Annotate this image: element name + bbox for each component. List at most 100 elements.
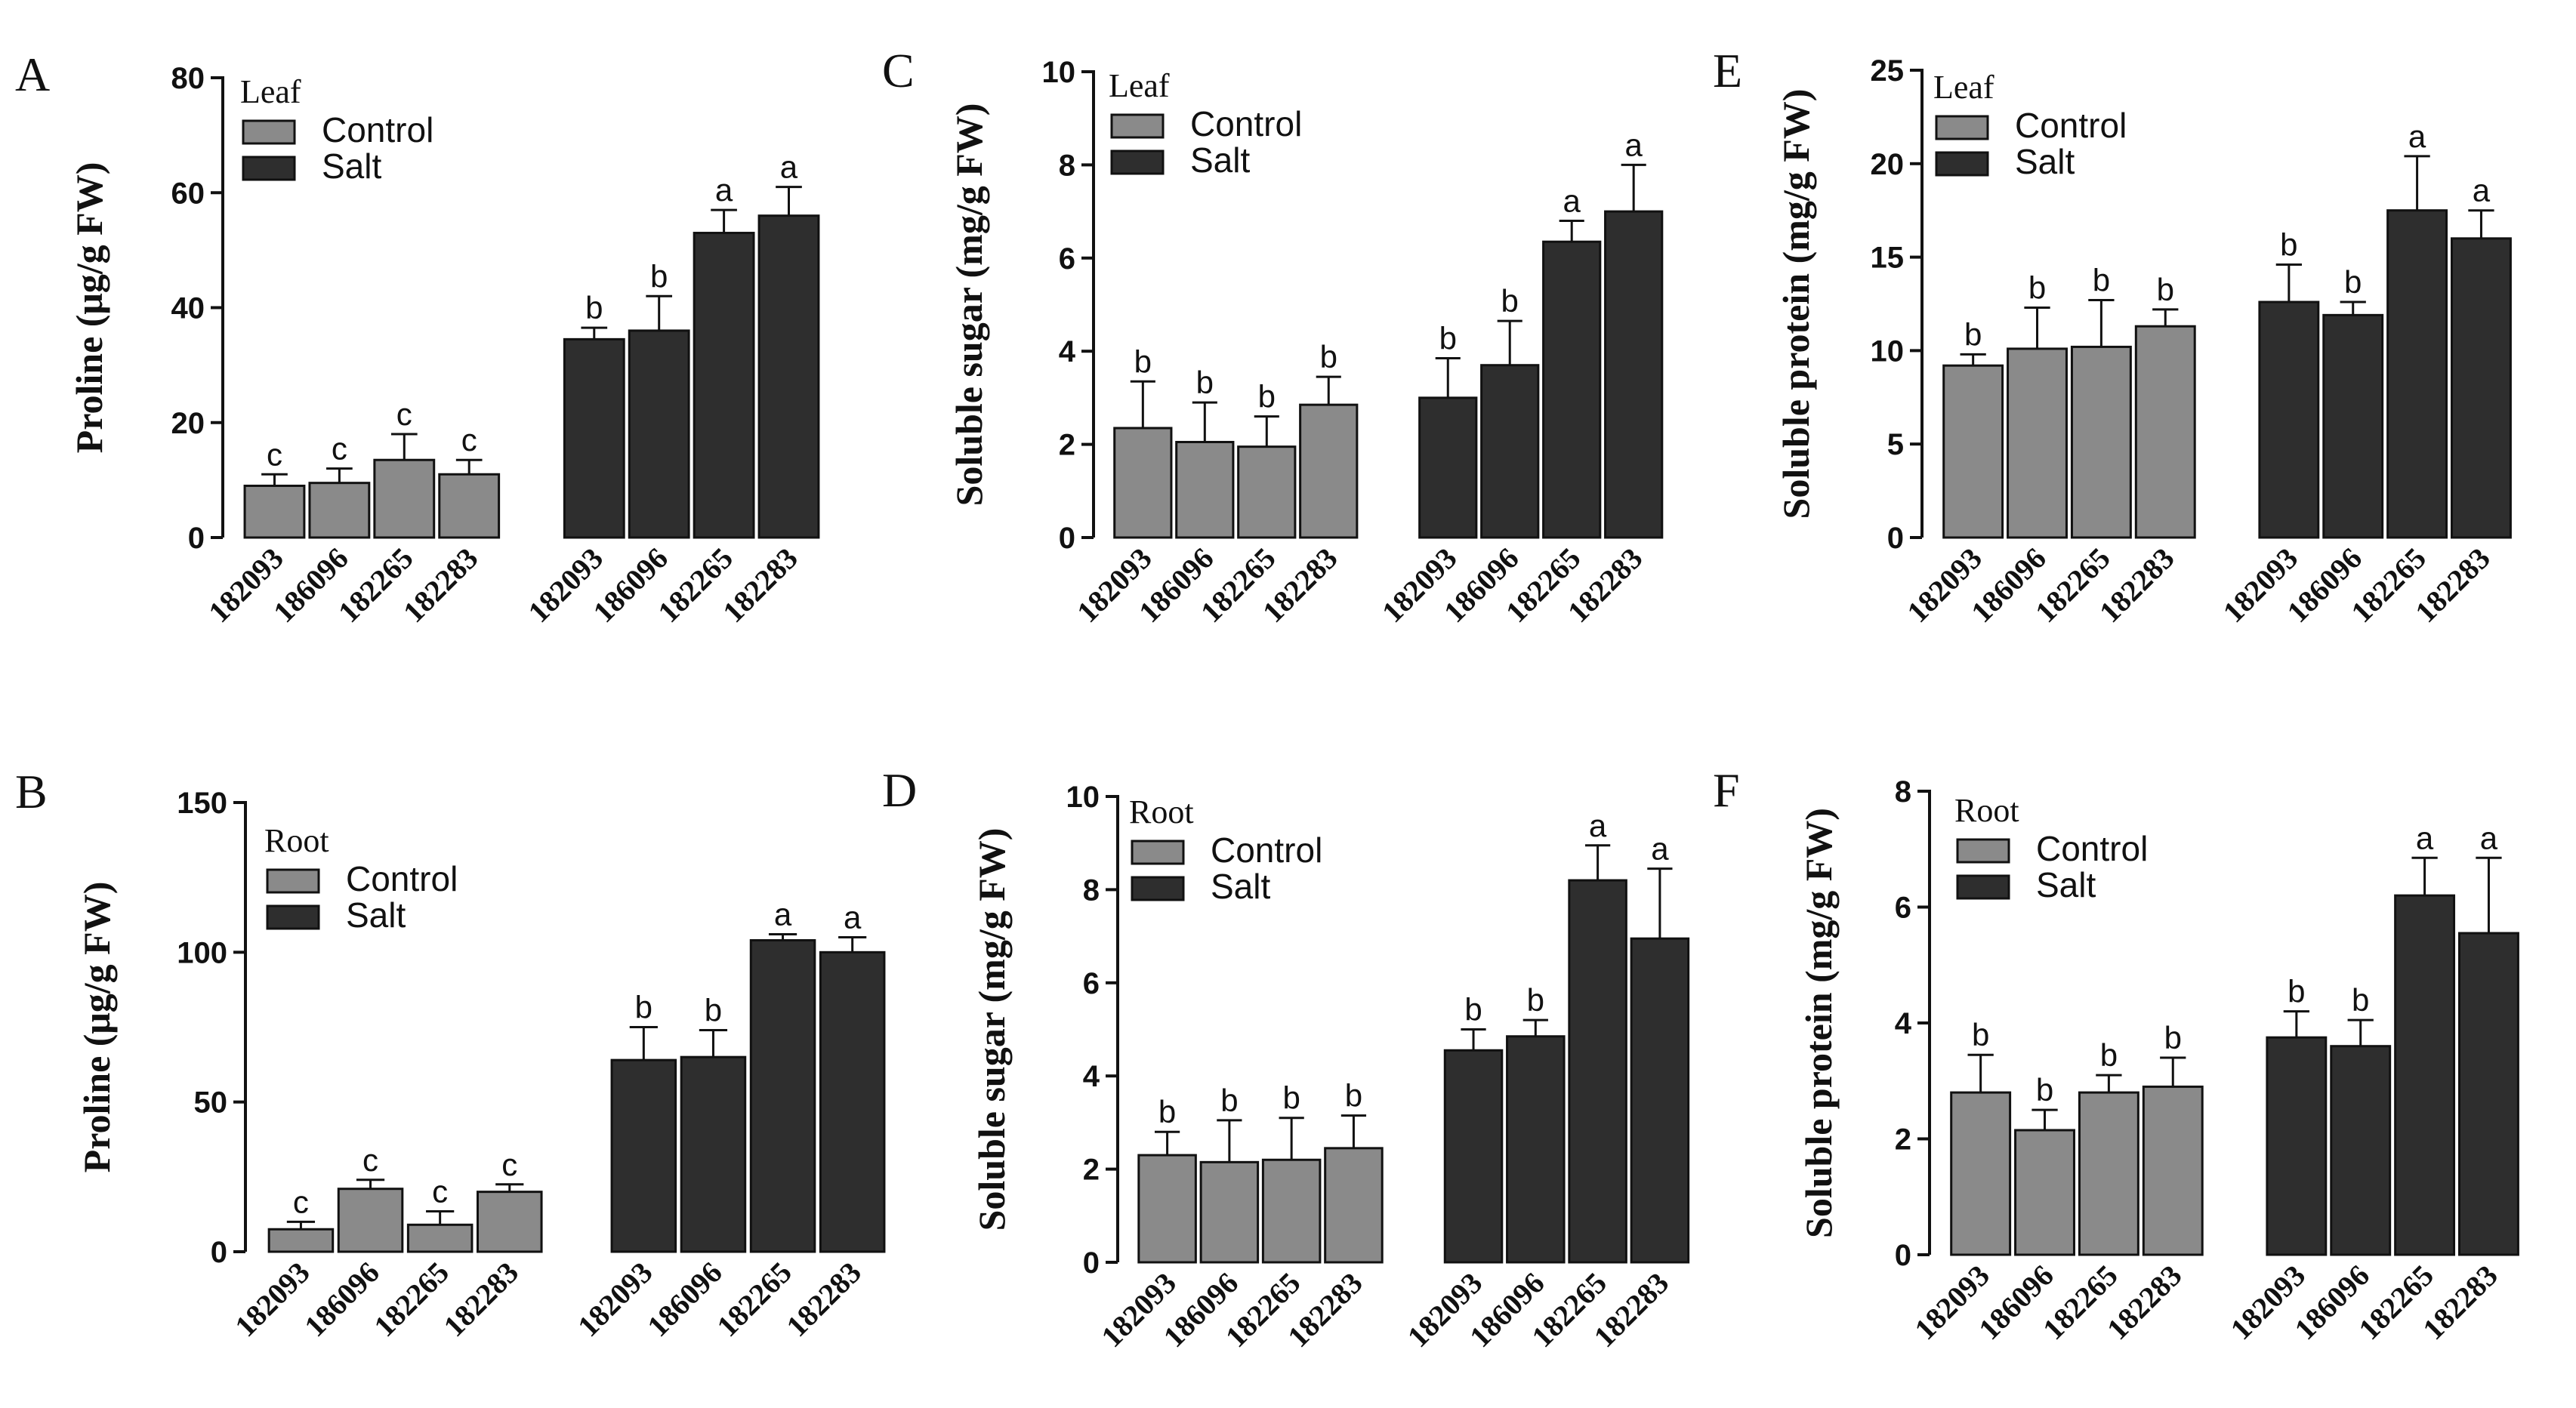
y-tick-label: 60 [171, 177, 205, 210]
bar-control-182283 [2134, 325, 2196, 539]
bar-salt-182265 [2386, 209, 2448, 539]
bar-control-182093 [243, 484, 306, 539]
bar-control-182093 [1942, 364, 2004, 539]
bar-control-182093 [1950, 1091, 2012, 1256]
y-tick-label: 50 [194, 1086, 228, 1120]
bar-control-182283 [1324, 1147, 1384, 1264]
legend-swatch [1131, 876, 1185, 901]
legend-swatch [1935, 115, 1989, 140]
bar-salt-186096 [1506, 1035, 1566, 1264]
x-category-label: 182283 [779, 1255, 868, 1344]
bar-control-182265 [1237, 445, 1297, 539]
bar-salt-182265 [2394, 894, 2456, 1256]
significance-letter: a [844, 900, 862, 935]
y-tick-label: 0 [211, 1236, 227, 1269]
significance-letter: b [1464, 992, 1482, 1028]
bar-salt-182265 [1568, 879, 1627, 1264]
significance-letter: b [1439, 320, 1457, 356]
significance-letter: b [2288, 974, 2305, 1009]
legend-swatch [242, 156, 296, 181]
x-category-label: 182283 [2093, 541, 2181, 630]
bar-salt-182283 [2451, 237, 2512, 539]
significance-letter: b [1501, 283, 1519, 319]
significance-letter: b [1220, 1083, 1238, 1118]
y-tick-label: 2 [1895, 1123, 1911, 1157]
y-tick-label: 20 [1871, 148, 1905, 181]
significance-letter: b [1282, 1080, 1300, 1116]
significance-letter: a [2480, 820, 2498, 855]
panel-letter: A [15, 48, 50, 101]
bar-salt-182093 [1443, 1049, 1504, 1264]
legend-title: Root [1954, 792, 2019, 829]
bar-salt-186096 [2330, 1045, 2392, 1256]
significance-letter: b [2157, 272, 2174, 307]
legend-swatch [266, 868, 320, 894]
y-tick-label: 4 [1083, 1060, 1100, 1093]
y-tick-label: 100 [177, 936, 227, 969]
significance-letter: b [585, 290, 603, 325]
significance-letter: c [461, 422, 477, 458]
significance-letter: a [2473, 173, 2491, 208]
bar-salt-186096 [1480, 364, 1540, 539]
y-tick-label: 0 [1059, 522, 1075, 555]
bar-control-182265 [373, 458, 436, 539]
bar-salt-186096 [2322, 313, 2384, 539]
significance-letter: b [2028, 270, 2046, 305]
y-tick-label: 25 [1871, 54, 1905, 88]
significance-letter: a [2408, 119, 2426, 154]
legend-entry: Salt [346, 895, 406, 935]
legend-title: Leaf [1933, 69, 1994, 106]
panel-letter: F [1713, 763, 1740, 817]
legend-entry: Salt [322, 146, 381, 186]
bar-control-186096 [337, 1188, 404, 1253]
significance-letter: a [774, 897, 792, 932]
bar-control-182283 [476, 1191, 543, 1253]
significance-letter: b [705, 992, 722, 1028]
x-category-label: 182265 [367, 1255, 455, 1344]
bar-salt-182265 [693, 232, 755, 539]
y-tick-label: 5 [1887, 428, 1904, 461]
y-tick-label: 0 [1083, 1246, 1100, 1280]
bar-salt-182283 [1604, 210, 1664, 539]
y-tick-label: 6 [1083, 967, 1100, 1000]
significance-letter: b [1972, 1017, 1989, 1052]
x-category-label: 182283 [2416, 1259, 2504, 1347]
significance-letter: b [1527, 982, 1544, 1018]
y-tick-label: 2 [1083, 1154, 1100, 1187]
legend-title: Leaf [1109, 67, 1170, 104]
significance-letter: c [267, 436, 282, 472]
significance-letter: a [1651, 831, 1669, 867]
legend-swatch [1131, 840, 1185, 865]
bar-control-182265 [406, 1223, 474, 1253]
bar-salt-186096 [628, 329, 690, 539]
bar-salt-182283 [1630, 937, 1690, 1264]
legend-entry: Salt [2015, 142, 2075, 181]
y-tick-label: 150 [177, 787, 227, 820]
bar-salt-182093 [2258, 300, 2320, 539]
significance-letter: b [1320, 339, 1337, 374]
legend-swatch [266, 904, 320, 930]
significance-letter: b [2344, 264, 2362, 300]
y-tick-label: 10 [1042, 56, 1076, 89]
y-tick-label: 8 [1895, 775, 1911, 809]
y-tick-label: 0 [188, 522, 205, 555]
bar-control-182093 [1137, 1154, 1197, 1264]
bar-salt-186096 [680, 1055, 747, 1253]
legend-entry: Control [322, 110, 433, 149]
panel-letter: E [1713, 44, 1742, 97]
legend-entry: Control [1211, 830, 1322, 870]
bar-salt-182283 [757, 214, 820, 539]
x-category-label: 182283 [2408, 541, 2497, 630]
bar-salt-182093 [563, 337, 625, 539]
significance-letter: a [715, 172, 733, 208]
legend-swatch [1110, 113, 1165, 139]
y-tick-label: 40 [171, 292, 205, 325]
legend-title: Leaf [240, 73, 301, 110]
